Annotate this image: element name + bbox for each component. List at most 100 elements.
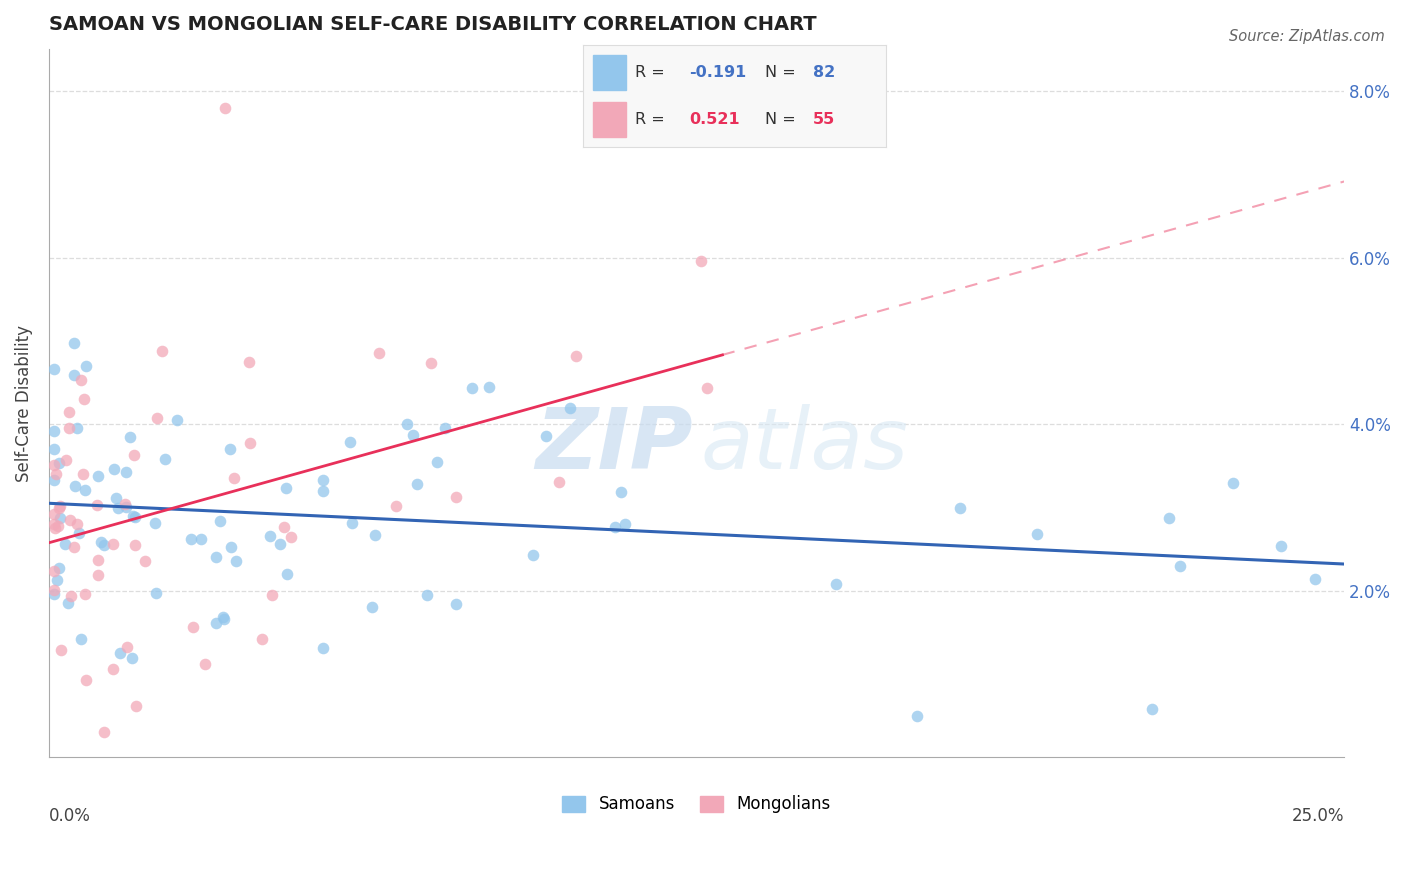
Point <box>58 421 80 435</box>
Point <box>44 458 66 473</box>
Point <box>426 455 449 469</box>
Point <box>222 470 245 484</box>
FancyBboxPatch shape <box>592 55 626 90</box>
Point <box>1222 476 1244 491</box>
Point <box>48 500 70 515</box>
Point <box>87 567 110 582</box>
Point <box>108 647 131 661</box>
Point <box>180 532 202 546</box>
Point <box>125 698 148 713</box>
Point <box>115 500 138 514</box>
Point <box>44 587 66 601</box>
Point <box>205 549 228 564</box>
Point <box>48 456 70 470</box>
Point <box>75 673 97 688</box>
Point <box>55 453 77 467</box>
Point <box>49 500 72 514</box>
Point <box>44 362 66 376</box>
Point <box>69 632 91 647</box>
Point <box>44 583 66 598</box>
Point <box>115 640 138 655</box>
Point <box>124 509 146 524</box>
Point <box>460 381 482 395</box>
Text: R =: R = <box>636 112 669 127</box>
Point <box>48 561 70 575</box>
Point <box>93 538 115 552</box>
Point <box>44 507 66 521</box>
Text: 82: 82 <box>813 65 835 79</box>
FancyBboxPatch shape <box>592 102 626 137</box>
Point <box>75 359 97 374</box>
Point <box>1270 539 1292 553</box>
Point <box>46 519 69 533</box>
Point <box>212 610 235 624</box>
Legend: Samoans, Mongolians: Samoans, Mongolians <box>555 789 838 820</box>
Point <box>46 574 69 588</box>
Point <box>62 336 84 351</box>
Text: -0.191: -0.191 <box>689 65 747 79</box>
Text: SAMOAN VS MONGOLIAN SELF-CARE DISABILITY CORRELATION CHART: SAMOAN VS MONGOLIAN SELF-CARE DISABILITY… <box>49 15 817 34</box>
Point <box>259 529 281 543</box>
Point <box>536 428 558 442</box>
Point <box>107 501 129 516</box>
Text: 0.521: 0.521 <box>689 112 740 127</box>
Point <box>62 541 84 555</box>
Point <box>238 354 260 368</box>
Point <box>67 525 90 540</box>
Point <box>87 552 110 566</box>
Text: R =: R = <box>636 65 669 79</box>
Point <box>44 442 66 457</box>
Point <box>86 498 108 512</box>
Point <box>610 484 633 499</box>
Point <box>115 465 138 479</box>
Y-axis label: Self-Care Disability: Self-Care Disability <box>15 325 32 482</box>
Point <box>395 417 418 432</box>
Point <box>194 657 217 671</box>
Point <box>1303 572 1326 586</box>
Point <box>44 424 66 438</box>
Point <box>433 421 456 435</box>
Point <box>48 511 70 525</box>
Point <box>73 392 96 406</box>
Point <box>522 549 544 563</box>
Point <box>218 442 240 457</box>
Point <box>905 708 928 723</box>
Point <box>949 500 972 515</box>
Point <box>280 530 302 544</box>
Point <box>221 540 243 554</box>
Point <box>90 535 112 549</box>
Point <box>72 467 94 481</box>
Point <box>75 586 97 600</box>
Point <box>444 597 467 611</box>
Point <box>340 516 363 531</box>
Point <box>62 368 84 382</box>
Point <box>385 499 408 513</box>
Point <box>59 589 82 603</box>
Point <box>225 554 247 568</box>
Point <box>208 514 231 528</box>
Point <box>565 349 588 363</box>
Point <box>205 615 228 630</box>
Point <box>69 373 91 387</box>
Point <box>416 588 439 602</box>
Point <box>44 521 66 535</box>
Point <box>153 451 176 466</box>
Point <box>312 483 335 498</box>
Point <box>105 491 128 505</box>
Point <box>360 599 382 614</box>
Point <box>690 254 713 268</box>
Point <box>143 516 166 531</box>
Point <box>239 435 262 450</box>
Text: 25.0%: 25.0% <box>1292 807 1344 825</box>
Point <box>118 430 141 444</box>
Point <box>66 517 89 532</box>
Point <box>103 661 125 675</box>
Text: N =: N = <box>765 112 801 127</box>
Point <box>53 536 76 550</box>
Point <box>547 475 569 489</box>
Point <box>145 586 167 600</box>
Point <box>181 620 204 634</box>
Point <box>121 509 143 524</box>
Point <box>190 532 212 546</box>
Point <box>1140 702 1163 716</box>
